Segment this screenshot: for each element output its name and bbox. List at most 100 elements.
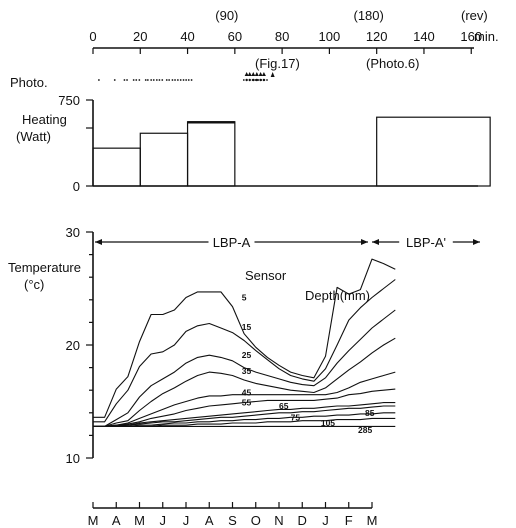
- top-tick-label-120: 120: [366, 29, 388, 44]
- heating-bar: [139, 132, 189, 187]
- heating-bar: [376, 116, 491, 187]
- photo-dot: [182, 79, 185, 81]
- heating-bar: [92, 147, 141, 187]
- period-arrow-head: [361, 239, 368, 245]
- month-label: J: [183, 513, 190, 528]
- photo-dot: [171, 79, 174, 81]
- temperature-curve-55: [93, 388, 396, 427]
- heating-panel: 750 0 Heating (Watt): [16, 93, 491, 194]
- min-unit-label: min.: [474, 29, 499, 44]
- heating-y-label: Heating (Watt): [16, 112, 67, 144]
- temperature-curve-35: [93, 337, 396, 427]
- month-label: O: [251, 513, 261, 528]
- rev-unit-label: (rev): [461, 8, 488, 23]
- photo-dot-paired: [259, 78, 262, 82]
- photo-dot: [123, 79, 126, 81]
- photo-dot: [126, 79, 128, 81]
- photo-arrow: [244, 72, 249, 76]
- top-axis: 0 20 40 60 80 100 120 140 160 (90) (180) (rev) min…: [89, 8, 499, 54]
- photo-dot: [168, 79, 171, 81]
- month-label: J: [322, 513, 329, 528]
- photo-dot: [179, 79, 182, 81]
- period-label: LBP-A: [213, 235, 251, 250]
- curve-label-55: 55: [242, 398, 252, 408]
- photo-dot: [152, 79, 155, 81]
- photo-arrow: [251, 72, 256, 76]
- photo-dot: [161, 79, 164, 81]
- heating-tick-label-750: 750: [58, 93, 80, 108]
- month-label: A: [112, 513, 121, 528]
- temperature-curve-45: [93, 371, 396, 427]
- temperature-y-ticks: 10 20 30: [66, 225, 93, 466]
- curve-label-45: 45: [242, 387, 252, 397]
- period-arrow-head: [473, 239, 480, 245]
- photo-dot: [150, 79, 153, 81]
- photo-dot: [165, 79, 168, 81]
- temperature-y-label: Temperature (°c): [8, 260, 81, 292]
- photo-arrow: [254, 72, 259, 76]
- month-label: F: [345, 513, 353, 528]
- photo-dot: [146, 79, 149, 81]
- rev-label-90: (90): [215, 8, 238, 23]
- top-tick-label-20: 20: [133, 29, 147, 44]
- photo-dot: [144, 79, 147, 81]
- photo-dot: [242, 79, 245, 81]
- photo-dot-paired: [252, 78, 255, 82]
- temperature-curve-15: [93, 279, 396, 423]
- photo-dot-paired: [248, 78, 251, 82]
- heating-tick-label-0: 0: [73, 179, 80, 194]
- curve-label-85: 85: [365, 408, 375, 418]
- photo-arrow: [261, 72, 266, 76]
- legend-title: Sensor: [245, 268, 287, 283]
- photo-arrow: [247, 72, 252, 76]
- period-label: LBP-A': [406, 235, 446, 250]
- fig17-annotation: (Fig.17): [255, 56, 300, 71]
- curve-label-5: 5: [242, 293, 247, 303]
- temperature-curve-75: [93, 405, 396, 427]
- top-tick-label-60: 60: [228, 29, 242, 44]
- photo-dot-paired: [245, 78, 248, 82]
- temperature-curve-65: [93, 402, 396, 427]
- temperature-curve-85: [93, 412, 396, 427]
- photo-dot: [185, 79, 188, 81]
- month-label: M: [88, 513, 99, 528]
- top-tick-label-40: 40: [180, 29, 194, 44]
- photo-dot: [138, 79, 141, 81]
- fig17-pointer: [270, 72, 275, 77]
- photo-dot: [176, 79, 179, 81]
- curve-label-25: 25: [242, 350, 252, 360]
- photo-dot-paired: [262, 78, 266, 82]
- month-label: M: [367, 513, 378, 528]
- month-label: N: [274, 513, 283, 528]
- top-tick-label-0: 0: [89, 29, 96, 44]
- photo-dot: [155, 79, 158, 81]
- photo-row: Photo. (Fig.17) (Photo.6): [10, 56, 419, 90]
- photo-dot: [132, 79, 135, 81]
- temp-tick-label-10: 10: [66, 451, 80, 466]
- curve-label-35: 35: [242, 366, 252, 376]
- temp-tick-label-20: 20: [66, 338, 80, 353]
- curve-label-65: 65: [279, 401, 289, 411]
- month-label: S: [228, 513, 237, 528]
- temperature-curve-25: [93, 309, 396, 427]
- month-label: D: [298, 513, 307, 528]
- curve-label-285: 285: [358, 425, 372, 435]
- month-label: A: [205, 513, 214, 528]
- photo-dots: [98, 72, 275, 82]
- month-label: J: [160, 513, 167, 528]
- photo6-annotation: (Photo.6): [366, 56, 419, 71]
- period-arrows: LBP-A LBP-A': [95, 235, 480, 250]
- photo-label: Photo.: [10, 75, 48, 90]
- photo-dot: [190, 79, 193, 81]
- top-tick-label-140: 140: [413, 29, 435, 44]
- period-arrow-head: [95, 239, 102, 245]
- temperature-curves: [93, 258, 396, 427]
- curve-label-75: 75: [291, 412, 301, 422]
- heating-bar: [186, 121, 236, 187]
- photo-dot: [266, 79, 268, 81]
- photo-dot: [98, 79, 100, 81]
- month-label: M: [134, 513, 145, 528]
